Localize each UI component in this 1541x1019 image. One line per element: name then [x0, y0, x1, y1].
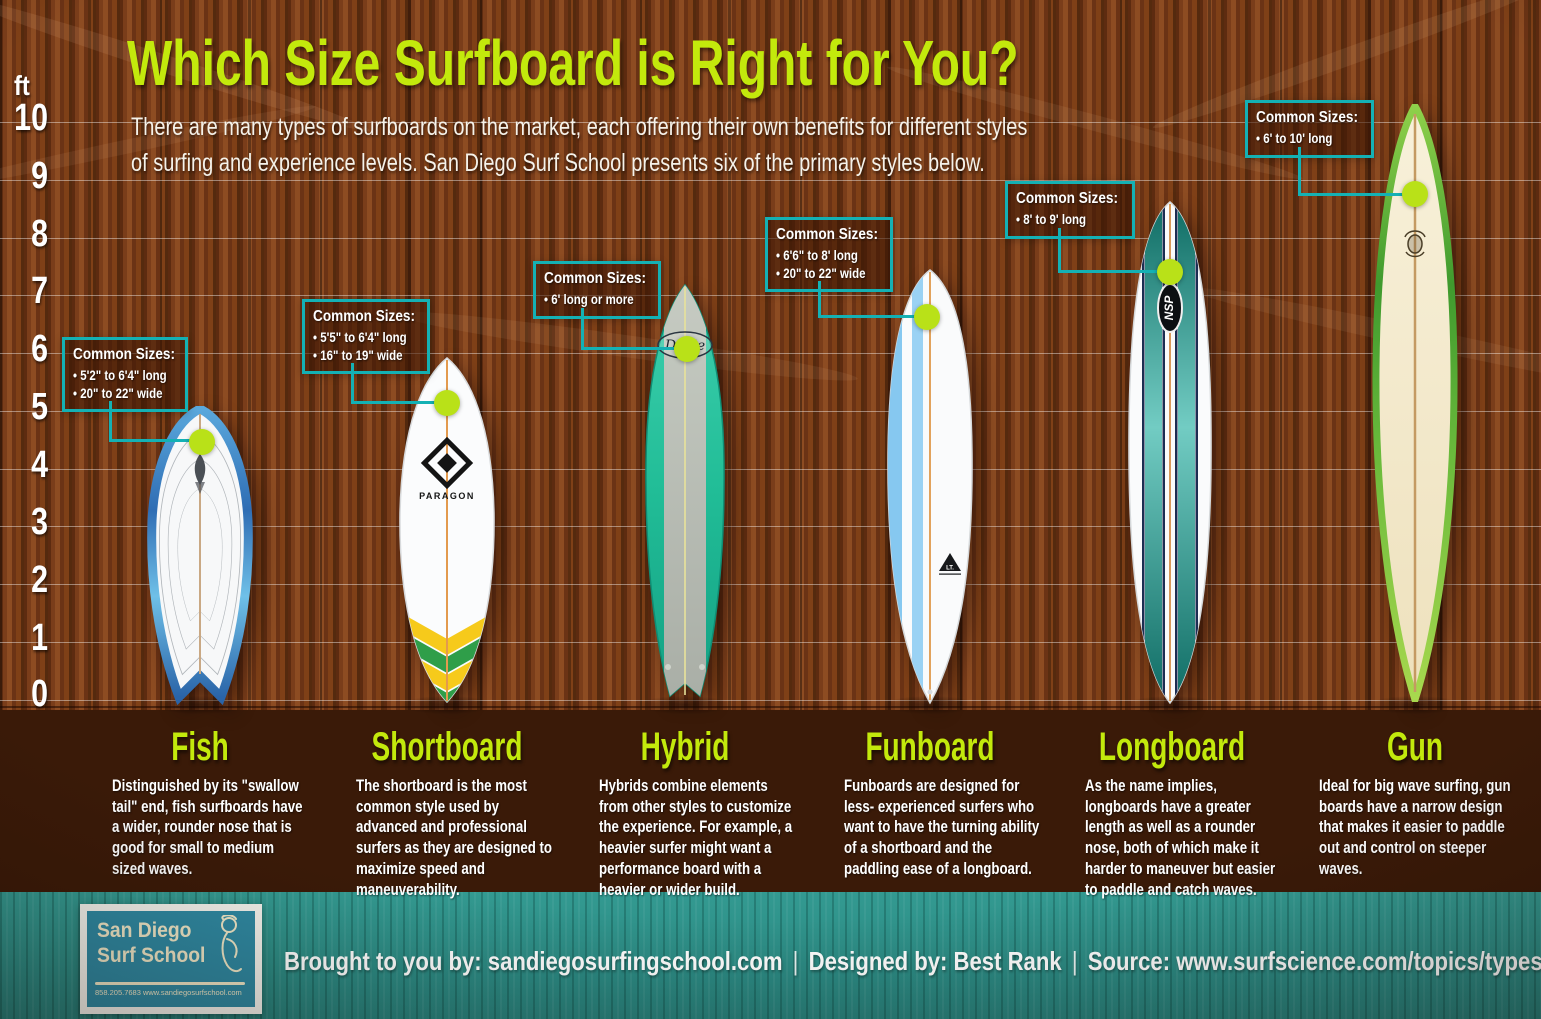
callout-funboard: Common Sizes: • 6'6" to 8' long • 20" to…: [765, 217, 893, 293]
callout-connector: [581, 347, 683, 350]
callout-dot: [434, 390, 460, 416]
logo-text-line2: Surf School: [97, 944, 206, 967]
footer-separator: |: [792, 946, 799, 976]
board-name-gun: Gun: [1387, 725, 1443, 769]
board-description-longboard: As the name implies, longboards have a g…: [1085, 776, 1276, 899]
callout-size-line: • 5'2" to 6'4" long: [73, 368, 167, 383]
callout-size-line: • 6' long or more: [544, 292, 634, 307]
callout-connector: [351, 363, 354, 404]
callout-dot: [674, 336, 700, 362]
board-description-shortboard: The shortboard is the most common style …: [356, 776, 553, 899]
ruler-mark-0: 0: [31, 673, 48, 715]
footer-separator: |: [1071, 946, 1078, 976]
callout-dot: [1402, 181, 1428, 207]
callout-title: Common Sizes:: [73, 346, 176, 363]
page-subtitle: There are many types of surfboards on th…: [131, 110, 1027, 181]
board-name-funboard: Funboard: [865, 725, 995, 769]
callout-title: Common Sizes:: [313, 308, 416, 325]
callout-longboard: Common Sizes: • 8' to 9' long: [1005, 181, 1135, 239]
logo-text-line1: San Diego: [97, 919, 192, 942]
ruler-mark-8: 8: [31, 213, 48, 255]
funboard-surfboard: LT.: [887, 269, 973, 705]
callout-connector: [1058, 270, 1166, 273]
nsp-logo: NSP: [1157, 283, 1183, 333]
ruler-mark-7: 7: [31, 270, 48, 312]
board-description-hybrid: Hybrids combine elements from other styl…: [599, 776, 793, 899]
fin-plug: [927, 689, 933, 695]
san-diego-surf-school-logo: San Diego Surf School 858.205.7683 www.s…: [80, 904, 262, 1014]
callout-connector: [1058, 228, 1061, 273]
callout-size-line: • 20" to 22" wide: [776, 265, 866, 281]
board-name-longboard: Longboard: [1098, 725, 1246, 769]
callout-dot: [914, 304, 940, 330]
fin-plug: [665, 664, 671, 670]
callout-hybrid: Common Sizes: • 6' long or more: [533, 261, 661, 319]
callout-size-line: • 16" to 19" wide: [313, 347, 403, 363]
callout-title: Common Sizes:: [1016, 190, 1119, 207]
subtitle-line-2: of surfing and experience levels. San Di…: [131, 148, 985, 177]
gridline-7ft: [0, 295, 1541, 296]
ruler-mark-9: 9: [31, 155, 48, 197]
fin-plug: [699, 664, 705, 670]
callout-fish: Common Sizes: • 5'2" to 6'4" long • 20" …: [62, 337, 188, 413]
page-title: Which Size Surfboard is Right for You?: [127, 27, 1019, 99]
callout-title: Common Sizes:: [544, 270, 647, 287]
callout-shortboard: Common Sizes: • 5'5" to 6'4" long • 16" …: [302, 299, 430, 375]
footer-credits: Brought to you by: sandiegosurfingschool…: [284, 946, 1541, 977]
callout-connector: [818, 315, 923, 318]
callout-connector: [109, 401, 112, 442]
board-name-fish: Fish: [171, 725, 229, 769]
board-name-shortboard: Shortboard: [371, 725, 523, 769]
callout-size-line: • 5'5" to 6'4" long: [313, 330, 407, 345]
board-description-funboard: Funboards are designed for less- experie…: [844, 776, 1040, 878]
ruler-mark-6: 6: [31, 328, 48, 370]
ruler-mark-2: 2: [31, 559, 48, 601]
callout-dot: [189, 429, 215, 455]
logo-contact-text: 858.205.7683 www.sandiegosurfschool.com: [95, 988, 242, 997]
board-description-fish: Distinguished by its "swallow tail" end,…: [112, 776, 303, 878]
callout-title: Common Sizes:: [776, 226, 879, 243]
board-name-hybrid: Hybrid: [640, 725, 730, 769]
footer-brought-by: Brought to you by: sandiegosurfingschool…: [284, 946, 783, 976]
ruler-mark-1: 1: [31, 617, 48, 659]
callout-gun: Common Sizes: • 6' to 10' long: [1245, 100, 1374, 158]
ruler-mark-4: 4: [31, 444, 48, 486]
ruler-mark-10: 10: [14, 97, 48, 139]
surfer-doodle: [221, 915, 242, 973]
paragon-logo-text: PARAGON: [419, 491, 475, 501]
nsp-logo-text: NSP: [1162, 295, 1176, 321]
callout-connector: [1298, 193, 1411, 196]
subtitle-line-1: There are many types of surfboards on th…: [131, 113, 1028, 141]
callout-connector: [581, 308, 584, 350]
callout-title: Common Sizes:: [1256, 109, 1359, 126]
callout-connector: [351, 401, 443, 404]
callout-size-line: • 8' to 9' long: [1016, 212, 1087, 227]
footer-source: Source: www.surfscience.com/topics/types…: [1087, 946, 1541, 976]
ruler-mark-5: 5: [31, 386, 48, 428]
ruler-mark-3: 3: [31, 501, 48, 543]
gridline-6ft: [0, 353, 1541, 354]
lt-logo-text: LT.: [946, 566, 954, 572]
callout-connector: [818, 281, 821, 318]
callout-size-line: • 20" to 22" wide: [73, 385, 163, 401]
logo-surfboard-line: [95, 982, 245, 985]
callout-size-line: • 6' to 10' long: [1256, 131, 1333, 146]
callout-dot: [1157, 259, 1183, 285]
callout-connector: [1298, 147, 1301, 196]
callout-connector: [109, 439, 201, 442]
callout-size-line: • 6'6" to 8' long: [776, 248, 858, 263]
footer-designed-by: Designed by: Best Rank: [808, 946, 1062, 976]
board-description-gun: Ideal for big wave surfing, gun boards h…: [1319, 776, 1511, 878]
